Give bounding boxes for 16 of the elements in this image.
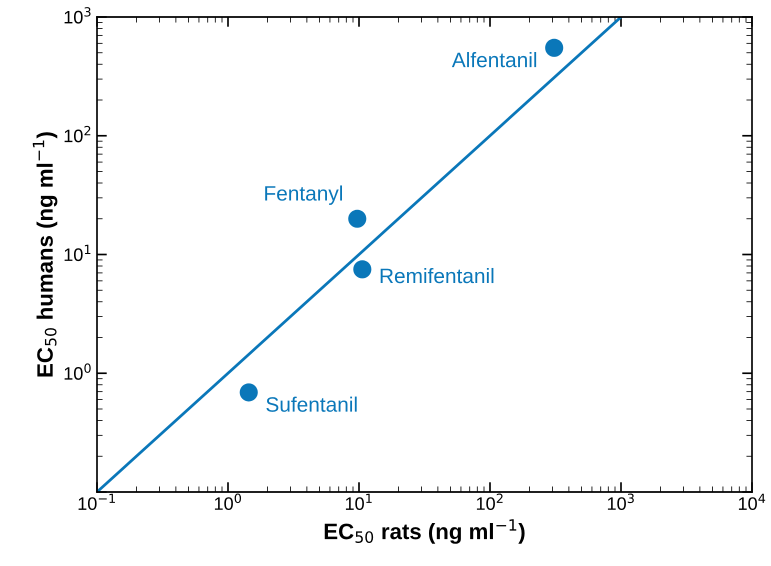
annotation: Remifentanil: [380, 268, 494, 284]
y-tick-label: 10$^{0}$: [64, 363, 91, 380]
x-tick-label: 10$^{1}$: [346, 494, 372, 510]
annotation: Fentanyl: [265, 185, 342, 205]
x-tick-label: 10$^{4}$: [738, 494, 766, 510]
annotation: Alfentanil: [452, 52, 536, 68]
y-tick-label: 10$^{3}$: [64, 7, 91, 24]
x-tick-label: 10$^{−1}$: [78, 494, 115, 510]
x-tick-label: 10$^{0}$: [214, 494, 242, 510]
y-axis-title: EC$_{50}$ humans (ng ml$^{−1}$): [32, 132, 58, 376]
x-axis-title: EC$_{50}$ rats (ng ml$^{−1}$): [324, 519, 525, 544]
x-tick-label: 10$^{2}$: [476, 494, 503, 510]
y-tick-label: 10$^{2}$: [64, 126, 90, 142]
annotation: Sufentanil: [266, 396, 357, 412]
x-tick-label: 10$^{3}$: [608, 494, 634, 510]
y-tick-label: 10$^{1}$: [64, 244, 90, 262]
